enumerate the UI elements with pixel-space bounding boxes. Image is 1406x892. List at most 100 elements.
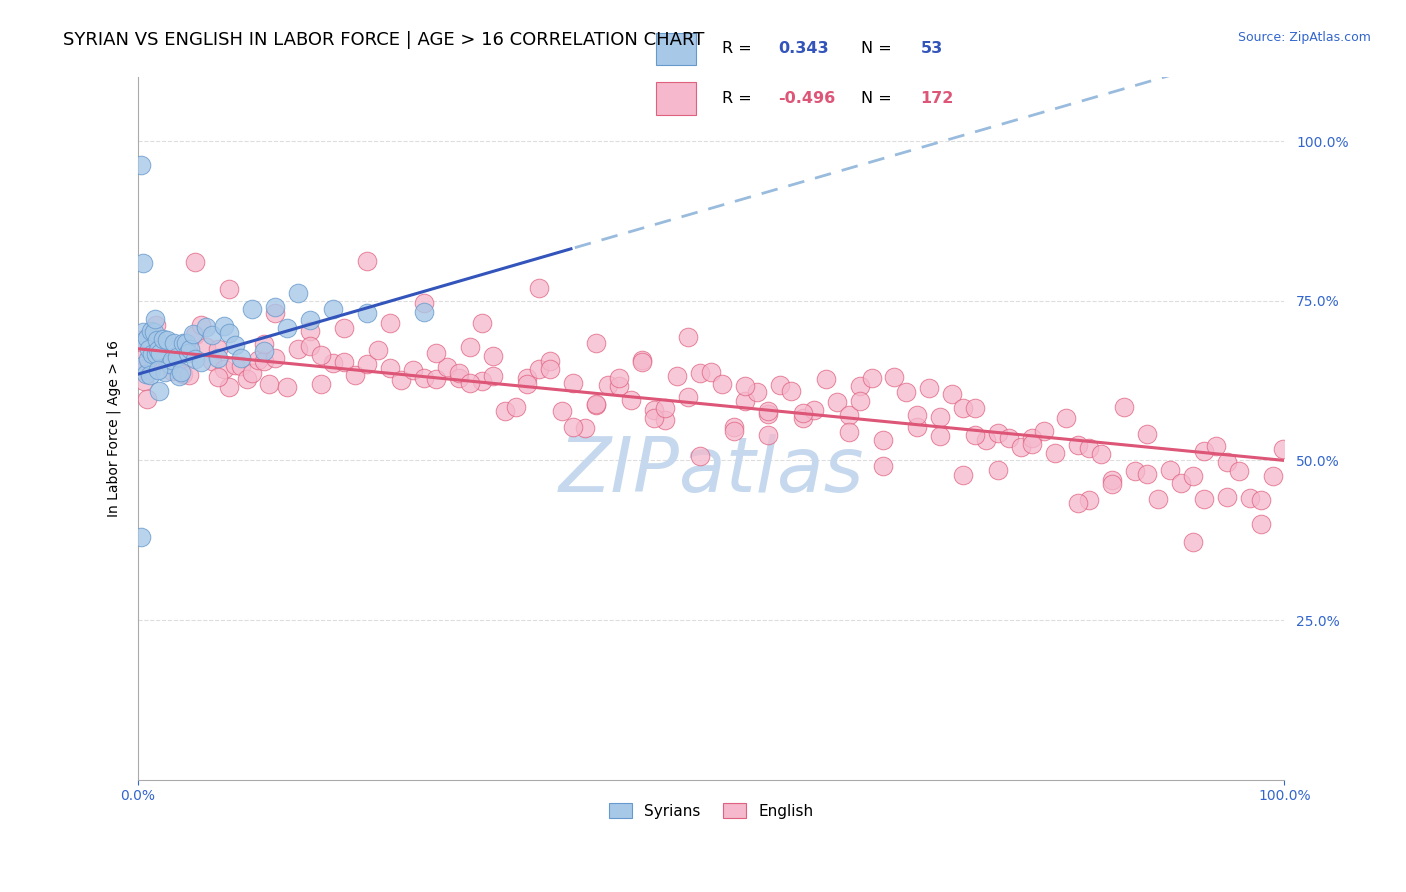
Point — [1192, 491, 1215, 506]
Point — [1216, 490, 1239, 504]
Point — [207, 343, 229, 357]
Point — [1078, 441, 1101, 455]
Point — [689, 366, 711, 380]
Point — [177, 346, 200, 360]
Point — [155, 351, 177, 366]
Point — [1136, 427, 1159, 442]
Point — [1021, 431, 1043, 445]
Point — [287, 342, 309, 356]
Point — [1192, 443, 1215, 458]
Point — [1101, 476, 1123, 491]
Point — [207, 370, 229, 384]
Point — [413, 296, 436, 310]
Point — [458, 376, 481, 390]
Point — [163, 336, 186, 351]
Point — [585, 398, 607, 412]
Point — [143, 311, 166, 326]
Point — [167, 369, 190, 384]
Point — [838, 425, 860, 439]
Point — [172, 336, 194, 351]
Point — [356, 357, 378, 371]
Point — [413, 371, 436, 385]
Point — [413, 305, 436, 319]
Point — [207, 351, 229, 365]
Point — [218, 380, 240, 394]
Point — [333, 355, 356, 369]
Point — [1227, 464, 1250, 478]
Point — [1250, 492, 1272, 507]
Point — [425, 345, 447, 359]
Point — [596, 378, 619, 392]
Point — [963, 427, 986, 442]
Point — [149, 345, 172, 359]
Point — [212, 362, 235, 376]
Point — [201, 354, 224, 368]
Point — [166, 363, 188, 377]
Point — [745, 384, 768, 399]
Point — [321, 301, 343, 316]
Point — [1112, 401, 1135, 415]
Text: Source: ZipAtlas.com: Source: ZipAtlas.com — [1237, 31, 1371, 45]
Y-axis label: In Labor Force | Age > 16: In Labor Force | Age > 16 — [107, 340, 121, 517]
Point — [321, 356, 343, 370]
Point — [620, 393, 643, 408]
Point — [482, 349, 505, 363]
Point — [378, 317, 401, 331]
Point — [1078, 492, 1101, 507]
Point — [1250, 517, 1272, 532]
Point — [1090, 447, 1112, 461]
Point — [849, 379, 872, 393]
Point — [253, 354, 276, 368]
Point — [883, 370, 905, 384]
Point — [179, 368, 201, 382]
Point — [734, 378, 756, 392]
Point — [134, 375, 156, 389]
Point — [240, 302, 263, 317]
Point — [135, 392, 157, 406]
Point — [1181, 469, 1204, 483]
Point — [276, 321, 298, 335]
Point — [135, 367, 157, 381]
Point — [166, 351, 188, 365]
Point — [184, 254, 207, 268]
Point — [139, 368, 162, 382]
Point — [131, 359, 153, 373]
Point — [436, 360, 458, 375]
Text: -0.496: -0.496 — [779, 91, 835, 106]
Point — [665, 368, 688, 383]
Point — [145, 318, 167, 332]
Point — [505, 401, 527, 415]
Point — [676, 390, 699, 404]
Point — [447, 371, 470, 385]
Point — [181, 326, 204, 341]
Point — [402, 362, 425, 376]
Point — [607, 370, 630, 384]
Point — [190, 318, 212, 333]
Point — [235, 371, 257, 385]
Point — [148, 352, 170, 367]
Point — [905, 408, 928, 422]
Point — [153, 365, 176, 379]
Point — [1101, 474, 1123, 488]
Point — [723, 420, 745, 434]
Point — [148, 363, 170, 377]
Point — [1136, 467, 1159, 482]
Point — [941, 386, 963, 401]
Point — [562, 376, 585, 390]
Point — [1043, 446, 1066, 460]
Point — [179, 343, 201, 357]
Point — [224, 338, 246, 352]
Point — [298, 313, 321, 327]
Point — [792, 410, 814, 425]
Point — [607, 378, 630, 392]
Point — [1272, 442, 1295, 456]
Point — [894, 384, 917, 399]
Point — [734, 394, 756, 409]
Point — [253, 336, 276, 351]
Point — [516, 376, 538, 391]
Point — [253, 344, 276, 359]
Point — [309, 377, 332, 392]
Point — [1056, 411, 1078, 425]
Text: N =: N = — [860, 41, 891, 56]
Point — [138, 342, 160, 356]
